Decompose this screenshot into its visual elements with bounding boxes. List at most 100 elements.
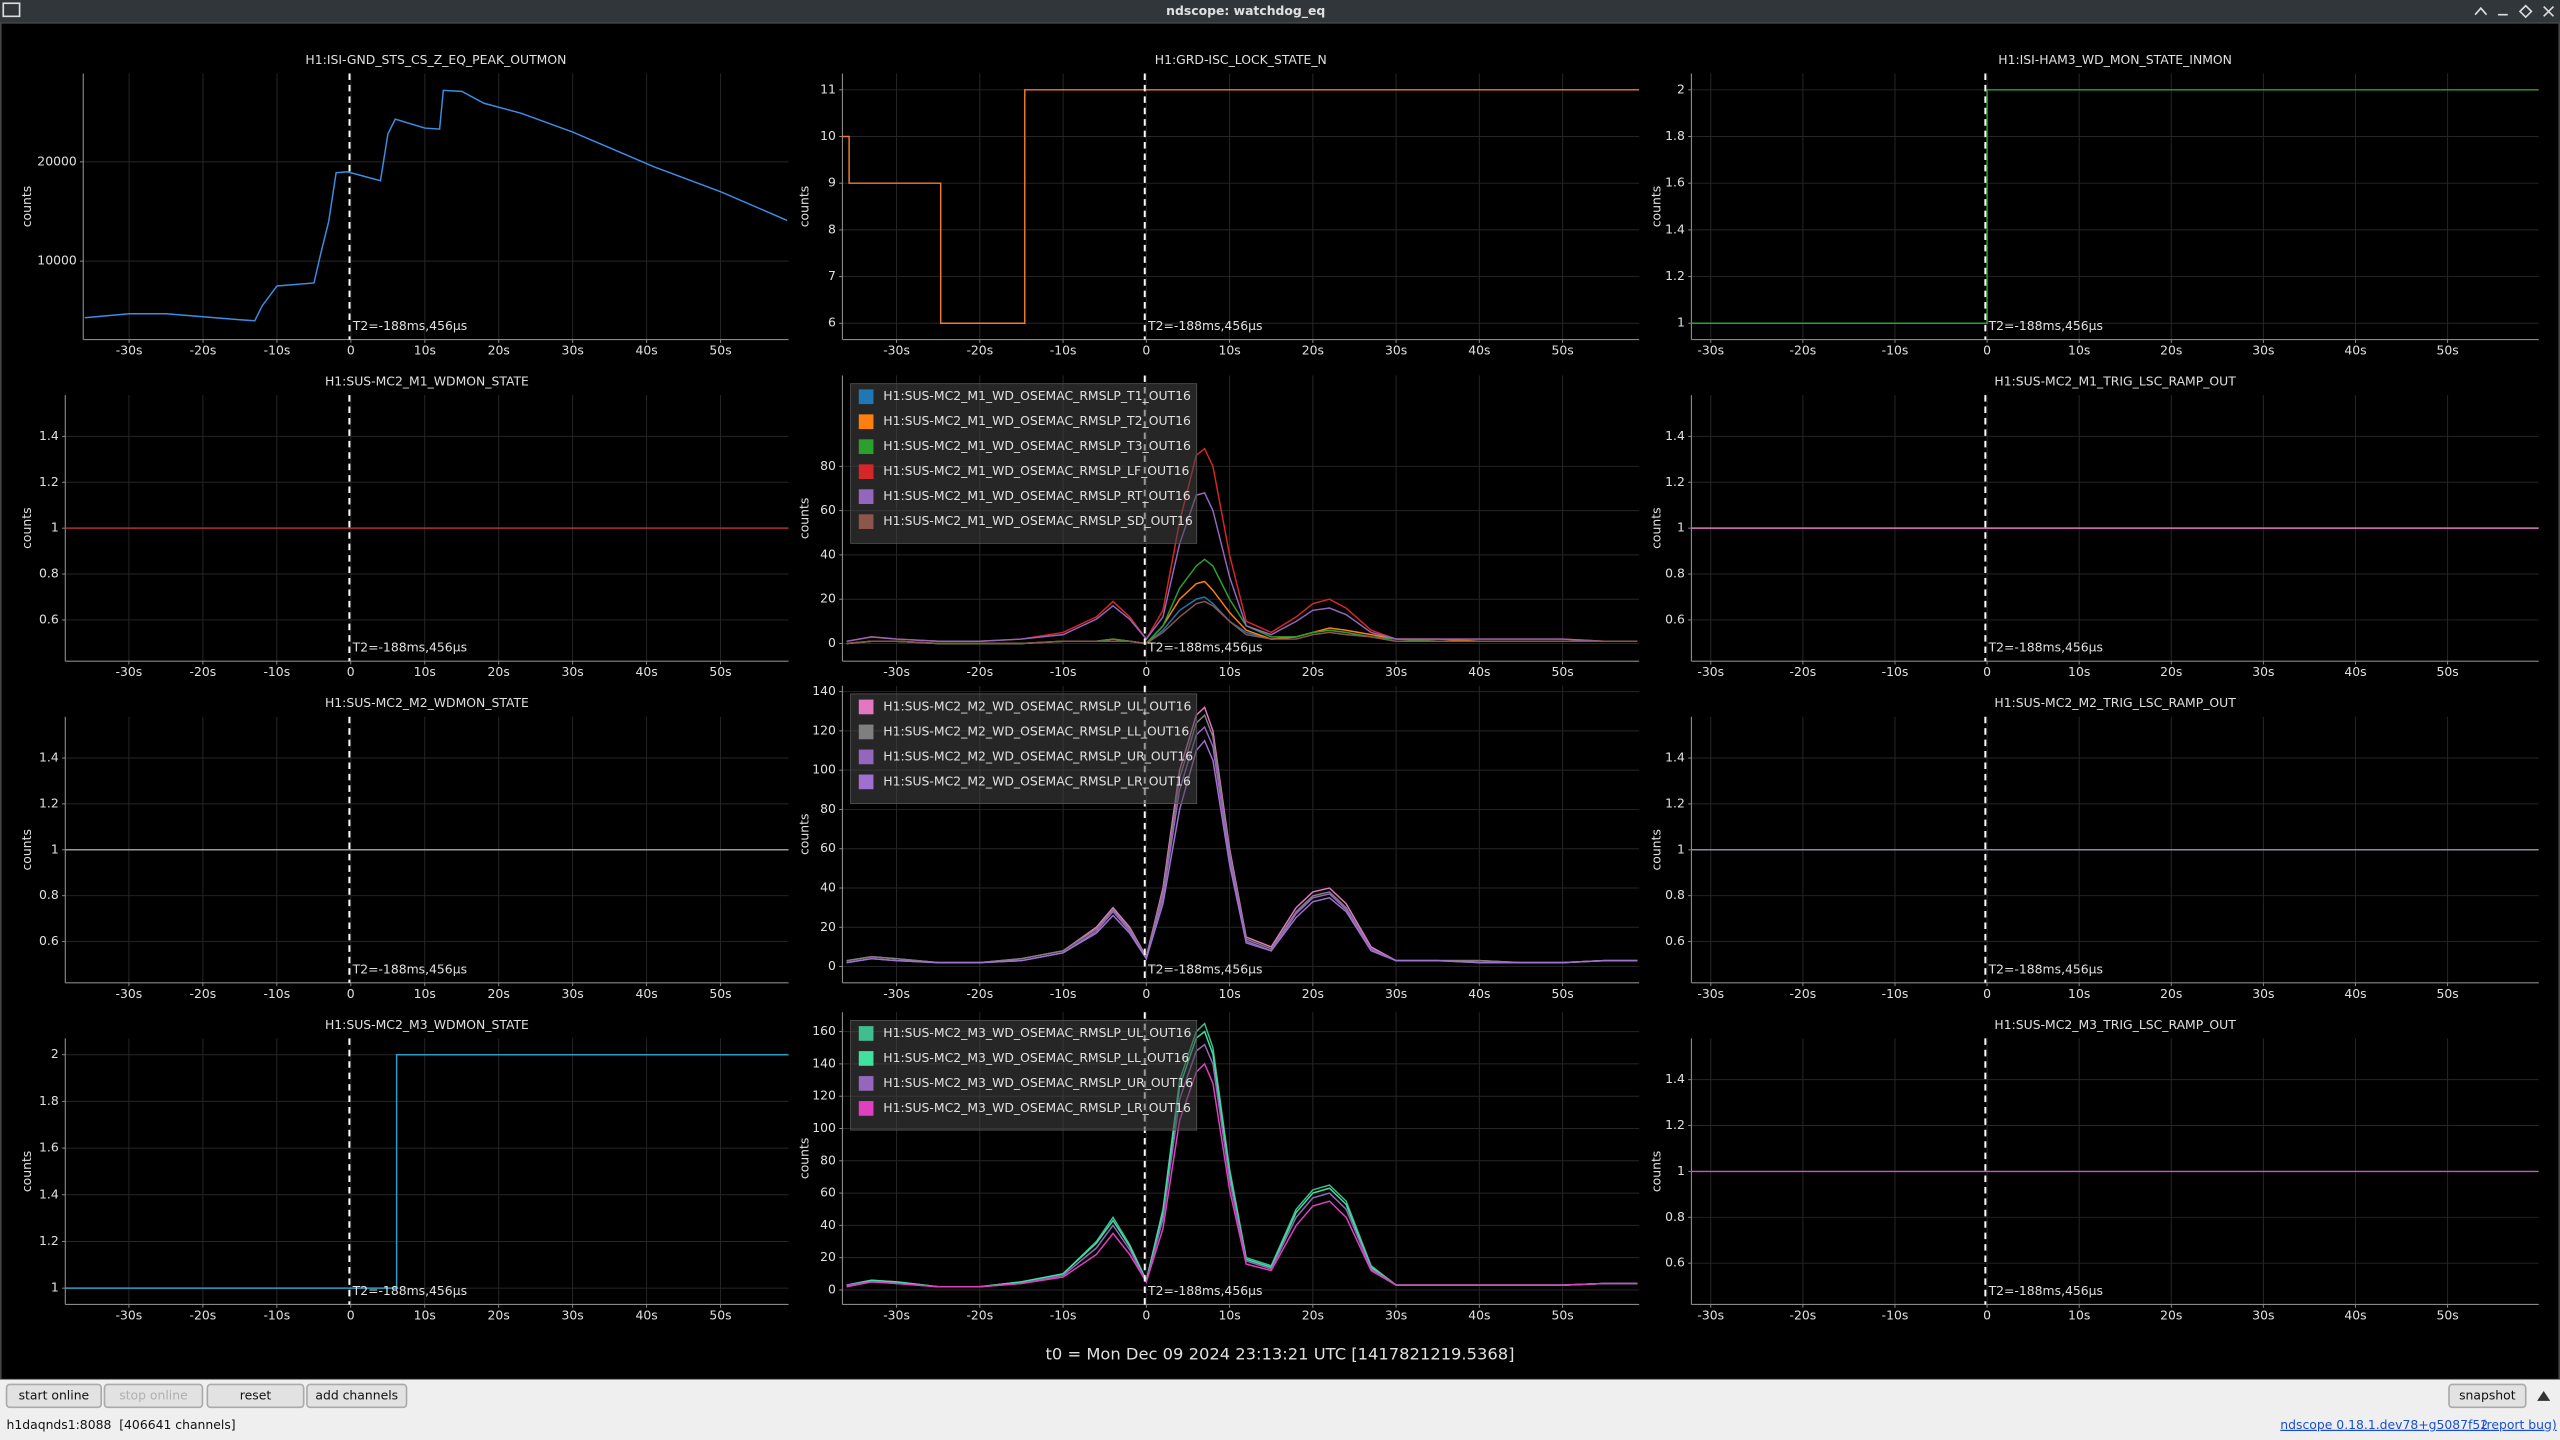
cursor-label: T2=-188ms,456μs bbox=[352, 318, 467, 333]
x-tick-label: -10s bbox=[1050, 986, 1077, 1001]
y-tick-label: 80 bbox=[820, 458, 836, 473]
x-tick-label: 30s bbox=[1385, 343, 1407, 358]
cursor-label: T2=-188ms,456μs bbox=[1988, 318, 2103, 333]
server-status: h1daqnds1:8088 [406641 channels] bbox=[7, 1417, 236, 1432]
plot-title: H1:GRD-ISC_LOCK_STATE_N bbox=[1155, 52, 1327, 67]
shade-button[interactable] bbox=[2474, 6, 2488, 16]
y-tick-label: 7 bbox=[828, 268, 836, 283]
y-tick-label: 9 bbox=[828, 175, 836, 190]
window-title: ndscope: watchdog_eq bbox=[1166, 3, 1325, 19]
x-tick-label: 10s bbox=[414, 664, 436, 679]
expand-button[interactable] bbox=[2537, 1391, 2551, 1401]
x-tick-label: 40s bbox=[1468, 343, 1490, 358]
toolbar-button-label[interactable]: add channels bbox=[315, 1387, 398, 1402]
x-tick-label: 10s bbox=[2068, 1307, 2090, 1322]
x-tick-label: -30s bbox=[1697, 664, 1724, 679]
series-line bbox=[65, 1053, 789, 1289]
x-tick-label: -10s bbox=[1882, 664, 1909, 679]
x-tick-label: -10s bbox=[263, 664, 290, 679]
series-line bbox=[842, 89, 1640, 324]
x-tick-label: 0 bbox=[1983, 1307, 1991, 1322]
cursor-label: T2=-188ms,456μs bbox=[1147, 961, 1262, 976]
x-tick-label: -20s bbox=[1790, 343, 1817, 358]
snapshot-button[interactable] bbox=[2448, 1383, 2527, 1409]
close-button[interactable] bbox=[2543, 5, 2555, 17]
cursor-label: T2=-188ms,456μs bbox=[1147, 1283, 1262, 1298]
x-tick-label: -10s bbox=[1882, 986, 1909, 1001]
y-tick-label: 40 bbox=[820, 546, 836, 561]
toolbar-button[interactable] bbox=[5, 1383, 103, 1409]
x-tick-label: 40s bbox=[1468, 664, 1490, 679]
x-tick-label: -10s bbox=[1882, 1307, 1909, 1322]
legend-swatch bbox=[858, 774, 874, 790]
plot: counts -30s -20s -10s 0 10s 20s 30s 40s 50s 0 20 40 6… bbox=[796, 1012, 1640, 1322]
x-tick-label: 50s bbox=[2436, 664, 2458, 679]
plot-title: H1:SUS-MC2_M2_TRIG_LSC_RAMP_OUT bbox=[1994, 695, 2236, 710]
toolbar-button[interactable] bbox=[306, 1383, 408, 1409]
toolbar-button-label[interactable]: start online bbox=[19, 1387, 90, 1402]
x-tick-label: -30s bbox=[883, 986, 910, 1001]
toolbar-button[interactable] bbox=[206, 1383, 305, 1409]
legend-label: H1:SUS-MC2_M1_WD_OSEMAC_RMSLP_RT_OUT16 bbox=[883, 488, 1191, 503]
series-line bbox=[846, 1062, 1638, 1288]
x-tick-label: 0 bbox=[347, 664, 355, 679]
plot-title: H1:SUS-MC2_M3_TRIG_LSC_RAMP_OUT bbox=[1994, 1017, 2236, 1032]
plot-title: H1:SUS-MC2_M3_WDMON_STATE bbox=[325, 1017, 529, 1032]
y-axis-label: counts bbox=[796, 498, 811, 539]
y-tick-label: 1.2 bbox=[1665, 474, 1685, 489]
x-tick-label: 20s bbox=[2160, 1307, 2182, 1322]
y-tick-label: 120 bbox=[812, 1088, 836, 1103]
x-tick-label: -20s bbox=[1790, 986, 1817, 1001]
toolbar-button-label[interactable]: reset bbox=[240, 1387, 272, 1402]
cursor-label: T2=-188ms,456μs bbox=[352, 1283, 467, 1298]
y-tick-label: 1.4 bbox=[1665, 221, 1685, 236]
t0-label: t0 = Mon Dec 09 2024 23:13:21 UTC [14178… bbox=[1046, 1345, 1515, 1364]
x-tick-label: -30s bbox=[116, 1307, 143, 1322]
snapshot-label[interactable]: snapshot bbox=[2459, 1387, 2516, 1402]
y-tick-label: 120 bbox=[812, 722, 836, 737]
x-tick-label: 10s bbox=[414, 1307, 436, 1322]
cursor-label: T2=-188ms,456μs bbox=[352, 961, 467, 976]
x-tick-label: 10s bbox=[414, 343, 436, 358]
x-tick-label: 20s bbox=[1302, 986, 1324, 1001]
x-tick-label: -20s bbox=[190, 986, 217, 1001]
x-tick-label: 40s bbox=[635, 664, 657, 679]
x-tick-label: -20s bbox=[966, 664, 993, 679]
x-tick-label: -30s bbox=[1697, 343, 1724, 358]
toolbar-button-label[interactable]: stop online bbox=[119, 1387, 187, 1402]
y-tick-label: 0 bbox=[828, 635, 836, 650]
legend-box bbox=[850, 693, 1198, 804]
legend-box bbox=[850, 383, 1198, 544]
x-tick-label: 30s bbox=[1385, 664, 1407, 679]
y-axis-label: counts bbox=[1649, 829, 1664, 870]
toolbar: start online stop online reset add channels bbox=[5, 1383, 408, 1409]
legend-label: H1:SUS-MC2_M2_WD_OSEMAC_RMSLP_UL_OUT16 bbox=[883, 698, 1191, 713]
legend-label: H1:SUS-MC2_M3_WD_OSEMAC_RMSLP_UR_OUT16 bbox=[883, 1075, 1193, 1090]
series-line bbox=[1691, 89, 2539, 324]
y-tick-label: 0.6 bbox=[1665, 1255, 1685, 1270]
x-tick-label: -20s bbox=[1790, 1307, 1817, 1322]
maximize-button[interactable] bbox=[2518, 4, 2533, 19]
y-tick-label: 60 bbox=[820, 502, 836, 517]
y-tick-label: 140 bbox=[812, 1055, 836, 1070]
y-tick-label: 1.4 bbox=[1665, 428, 1685, 443]
x-tick-label: -20s bbox=[966, 1307, 993, 1322]
y-tick-label: 0.8 bbox=[1665, 887, 1685, 902]
y-tick-label: 0 bbox=[828, 958, 836, 973]
version-link[interactable]: ndscope 0.18.1.dev78+g5087f52 bbox=[2280, 1417, 2488, 1432]
toolbar-button[interactable] bbox=[103, 1383, 204, 1409]
report-bug-link[interactable]: (report bug) bbox=[2482, 1417, 2557, 1432]
y-tick-label: 1.4 bbox=[39, 750, 59, 765]
series-line bbox=[846, 739, 1638, 964]
x-tick-label: 30s bbox=[562, 343, 584, 358]
x-tick-label: 30s bbox=[1385, 1307, 1407, 1322]
x-tick-label: 50s bbox=[709, 343, 731, 358]
legend-label: H1:SUS-MC2_M1_WD_OSEMAC_RMSLP_LF_OUT16 bbox=[883, 463, 1189, 478]
x-tick-label: 50s bbox=[1551, 986, 1573, 1001]
legend-label: H1:SUS-MC2_M1_WD_OSEMAC_RMSLP_T1_OUT16 bbox=[883, 388, 1191, 403]
x-tick-label: 0 bbox=[1983, 664, 1991, 679]
y-tick-label: 1.4 bbox=[1665, 750, 1685, 765]
